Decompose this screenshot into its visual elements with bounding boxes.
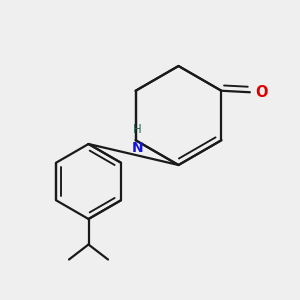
Text: N: N <box>131 141 143 155</box>
Text: O: O <box>255 85 268 100</box>
Text: H: H <box>133 123 142 136</box>
